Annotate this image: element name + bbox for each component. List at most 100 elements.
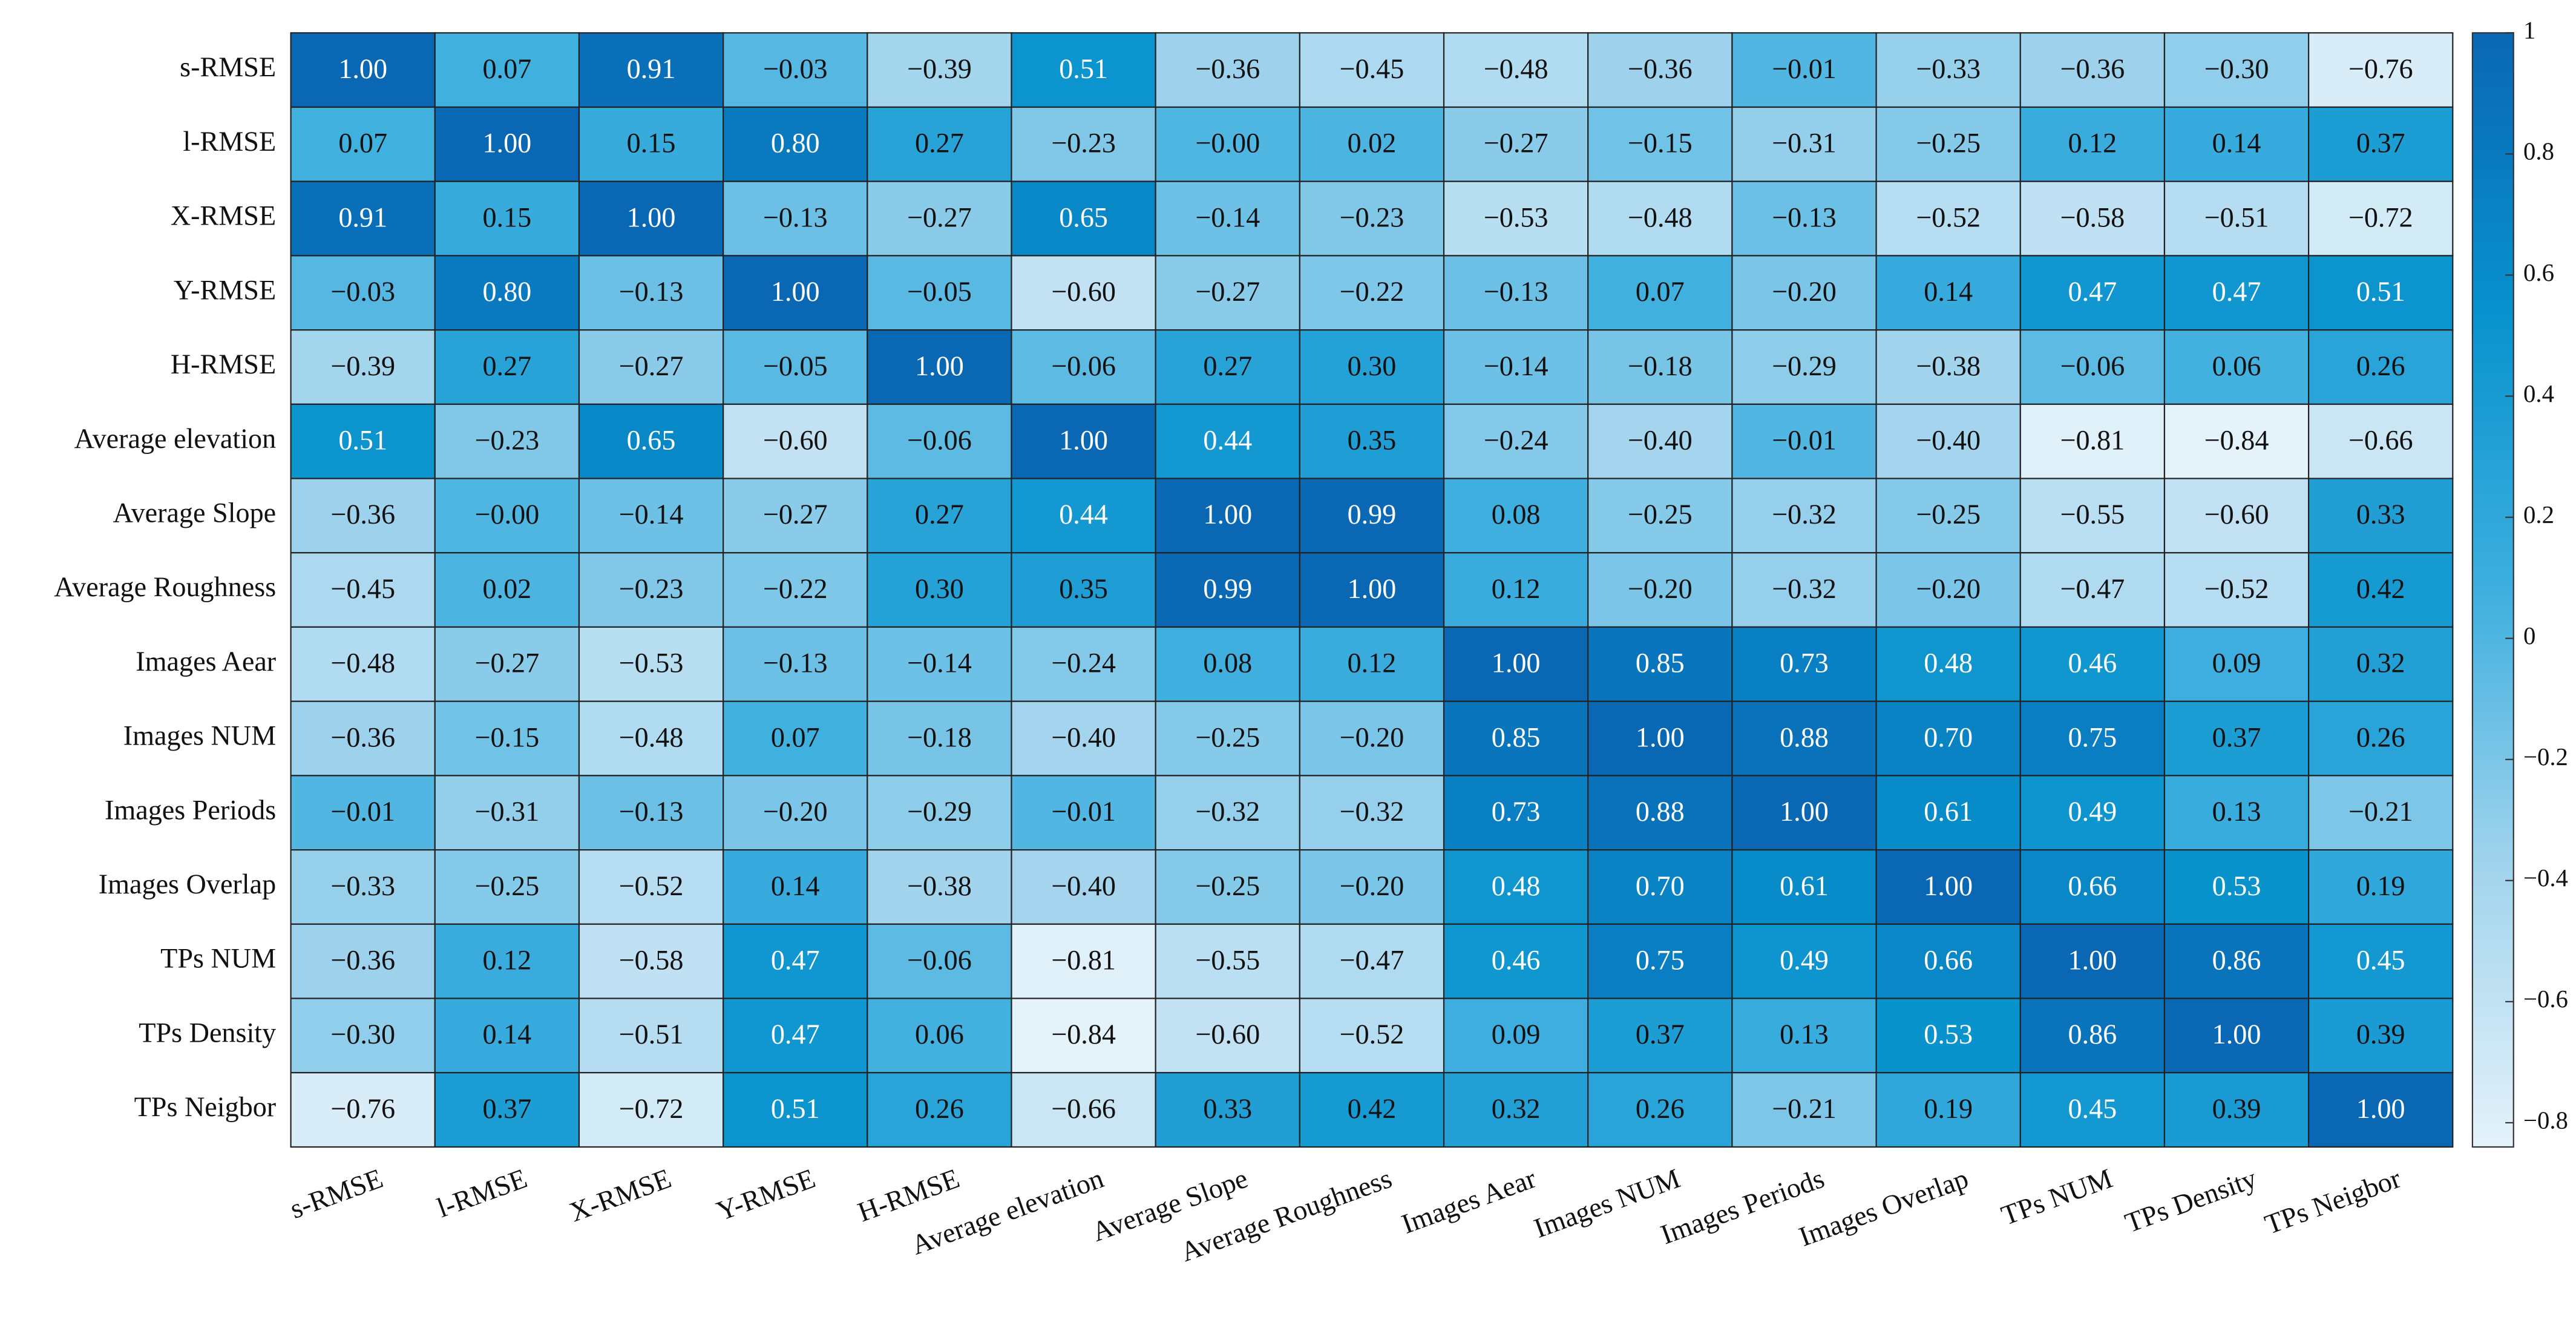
cell-label: 0.42 bbox=[2356, 573, 2405, 604]
cell bbox=[1155, 32, 1300, 108]
cell-label: 1.00 bbox=[1636, 721, 1685, 752]
cell bbox=[290, 849, 436, 925]
cell bbox=[1299, 106, 1445, 182]
cell bbox=[867, 329, 1012, 405]
cell bbox=[2308, 255, 2454, 331]
cell bbox=[867, 1072, 1012, 1148]
cell bbox=[2308, 478, 2454, 554]
cell bbox=[2163, 478, 2310, 554]
colorbar-tick-label: 0 bbox=[2523, 622, 2535, 649]
cell-label: 0.09 bbox=[1492, 1019, 1541, 1050]
cell bbox=[1011, 255, 1156, 331]
cell bbox=[1155, 552, 1300, 628]
y-tick-label: TPs Density bbox=[139, 1017, 276, 1048]
cell-label: 0.33 bbox=[1203, 1093, 1252, 1124]
cell bbox=[2163, 255, 2310, 331]
cell-label: −0.05 bbox=[763, 350, 828, 381]
cell-label: −0.13 bbox=[763, 202, 828, 232]
cell bbox=[1875, 180, 2021, 257]
cell-label: −0.23 bbox=[619, 573, 684, 604]
cell bbox=[1155, 255, 1300, 331]
colorbar bbox=[2471, 32, 2514, 1148]
y-tick-label: Images Overlap bbox=[99, 869, 276, 899]
cell-label: 0.48 bbox=[1492, 870, 1541, 901]
cell bbox=[290, 106, 436, 182]
cell bbox=[1299, 1072, 1445, 1148]
cell bbox=[1731, 403, 1877, 479]
cell-label: 0.08 bbox=[1492, 499, 1541, 530]
cell-label: 0.39 bbox=[2356, 1019, 2405, 1050]
cell-label: 0.65 bbox=[627, 425, 676, 456]
cell bbox=[867, 106, 1012, 182]
cell bbox=[1587, 106, 1733, 182]
cell bbox=[578, 478, 724, 554]
cell-label: −0.13 bbox=[1772, 202, 1837, 232]
colorbar-tick-label: 0.8 bbox=[2523, 138, 2554, 165]
cell bbox=[1875, 626, 2021, 702]
cell-label: 0.37 bbox=[2212, 721, 2261, 752]
cell-label: 0.45 bbox=[2356, 944, 2405, 975]
cell bbox=[1587, 923, 1733, 999]
cell-label: 0.08 bbox=[1203, 648, 1252, 679]
cell bbox=[578, 403, 724, 479]
cell bbox=[1299, 626, 1445, 702]
cell-label: 0.80 bbox=[771, 128, 820, 159]
cell-label: 0.15 bbox=[483, 202, 532, 232]
cell bbox=[1011, 106, 1156, 182]
cell bbox=[1731, 106, 1877, 182]
cell bbox=[1731, 1072, 1877, 1148]
cell-label: −0.47 bbox=[1340, 944, 1404, 975]
y-tick-label: H-RMSE bbox=[171, 349, 276, 380]
cell bbox=[1443, 32, 1589, 108]
cell-label: 0.65 bbox=[1059, 202, 1108, 232]
cell bbox=[1587, 32, 1733, 108]
cell bbox=[434, 255, 580, 331]
cell bbox=[1299, 180, 1445, 257]
cell bbox=[578, 1072, 724, 1148]
cell-label: 1.00 bbox=[338, 53, 387, 84]
cell bbox=[1875, 923, 2021, 999]
cell-label: −0.39 bbox=[330, 350, 395, 381]
cell-label: −0.27 bbox=[474, 648, 539, 679]
cell bbox=[290, 180, 436, 257]
cell-label: −0.60 bbox=[1195, 1019, 1260, 1050]
cell-label: −0.40 bbox=[1051, 721, 1116, 752]
cell bbox=[2019, 329, 2166, 405]
cell-label: −0.81 bbox=[1051, 944, 1116, 975]
cell-label: 0.27 bbox=[915, 499, 964, 530]
cell-label: −0.30 bbox=[330, 1019, 395, 1050]
cell-label: 0.53 bbox=[2212, 870, 2261, 901]
cell-label: 0.37 bbox=[2356, 128, 2405, 159]
cell-label: 0.26 bbox=[915, 1093, 964, 1124]
cell-label: −0.20 bbox=[1772, 276, 1837, 307]
cell-label: −0.53 bbox=[619, 648, 684, 679]
cell-label: −0.66 bbox=[2348, 425, 2413, 456]
cell-label: 1.00 bbox=[1492, 648, 1541, 679]
cell-label: −0.84 bbox=[1051, 1019, 1116, 1050]
cell-label: −0.36 bbox=[330, 944, 395, 975]
cell bbox=[1875, 997, 2021, 1074]
cell-label: 0.12 bbox=[1492, 573, 1541, 604]
cell-label: −0.36 bbox=[2060, 53, 2125, 84]
cell-label: 0.73 bbox=[1780, 648, 1829, 679]
cell bbox=[1731, 700, 1877, 777]
cell bbox=[434, 403, 580, 479]
cell bbox=[723, 626, 868, 702]
cell-label: 0.47 bbox=[2068, 276, 2117, 307]
cell-label: −0.40 bbox=[1628, 425, 1693, 456]
cell-label: −0.53 bbox=[1484, 202, 1549, 232]
cell-label: 0.26 bbox=[2356, 350, 2405, 381]
cell bbox=[290, 32, 436, 108]
cell-label: 0.49 bbox=[1780, 944, 1829, 975]
cell bbox=[1011, 997, 1156, 1074]
cell bbox=[578, 849, 724, 925]
cell-label: −0.40 bbox=[1051, 870, 1116, 901]
cell bbox=[434, 1072, 580, 1148]
cell bbox=[1011, 180, 1156, 257]
cell-label: 1.00 bbox=[771, 276, 820, 307]
cell bbox=[1875, 329, 2021, 405]
cell-label: 0.27 bbox=[1203, 350, 1252, 381]
cell-label: −0.15 bbox=[474, 721, 539, 752]
cell bbox=[1299, 478, 1445, 554]
cell-label: −0.14 bbox=[1195, 202, 1260, 232]
